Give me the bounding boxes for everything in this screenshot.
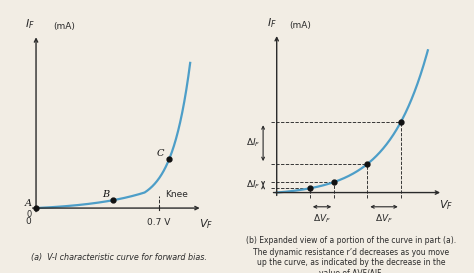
Text: (mA): (mA) bbox=[53, 22, 75, 31]
Text: $V_F$: $V_F$ bbox=[439, 198, 453, 212]
Text: $\Delta I_F$: $\Delta I_F$ bbox=[246, 179, 260, 191]
Text: $I_F$: $I_F$ bbox=[25, 17, 35, 31]
Text: 0: 0 bbox=[26, 210, 31, 219]
Text: (b) Expanded view of a portion of the curve in part (a).: (b) Expanded view of a portion of the cu… bbox=[246, 236, 456, 245]
Text: (mA): (mA) bbox=[289, 21, 310, 30]
Text: $V_F$: $V_F$ bbox=[199, 217, 213, 231]
Text: Knee: Knee bbox=[165, 190, 188, 199]
Text: $\Delta I_F$: $\Delta I_F$ bbox=[246, 137, 260, 149]
Text: B: B bbox=[102, 190, 109, 199]
Text: A: A bbox=[25, 200, 32, 209]
Text: The dynamic resistance r’d decreases as you move: The dynamic resistance r’d decreases as … bbox=[253, 248, 449, 257]
Text: 0: 0 bbox=[26, 217, 31, 226]
Text: C: C bbox=[157, 149, 164, 158]
Text: value of ΔVF/ΔIF.: value of ΔVF/ΔIF. bbox=[319, 268, 383, 273]
Text: 0.7 V: 0.7 V bbox=[147, 218, 170, 227]
Text: $\Delta V_F$: $\Delta V_F$ bbox=[313, 212, 331, 225]
Text: up the curve, as indicated by the decrease in the: up the curve, as indicated by the decrea… bbox=[256, 258, 445, 267]
Text: $\Delta V_F$: $\Delta V_F$ bbox=[375, 212, 393, 225]
Text: $I_F$: $I_F$ bbox=[267, 17, 277, 30]
Text: (a)  V-I characteristic curve for forward bias.: (a) V-I characteristic curve for forward… bbox=[30, 253, 207, 262]
